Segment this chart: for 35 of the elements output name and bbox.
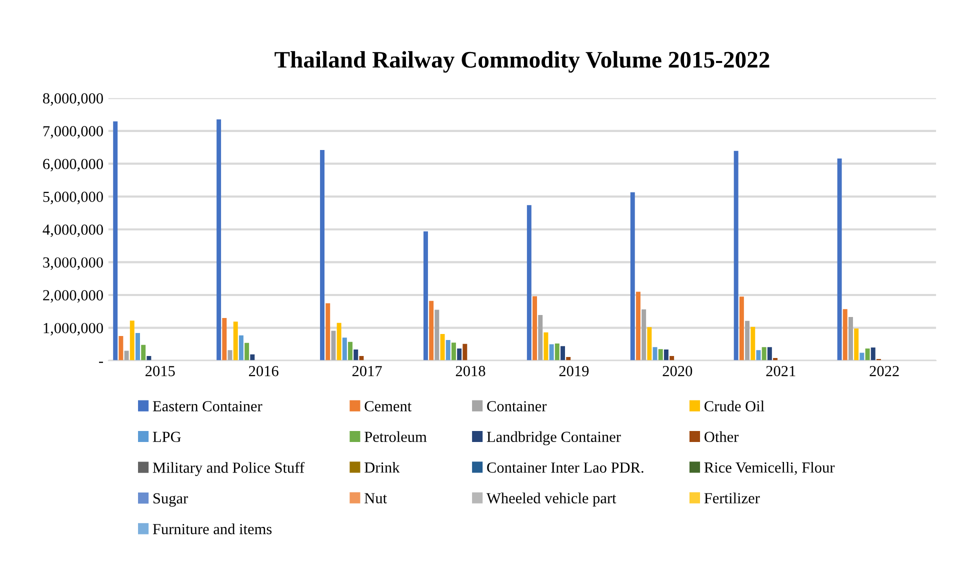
x-tick-label: 2022 [870,366,899,376]
legend-label: Rice Vemicelli, Flour [704,462,835,475]
legend-label: Furniture and items [152,524,272,534]
legend-label: LPG [152,432,181,442]
x-tick-label: 2017 [352,366,382,376]
y-tick-label: 5,000,000 [43,192,103,204]
x-tick-label: 2015 [146,366,175,376]
x-tick-label: 2021 [766,366,796,376]
y-tick-label: 4,000,000 [42,224,103,238]
y-tick-label: 1,000,000 [44,322,103,336]
chart-title: Thailand Railway Commodity Volume 2015-2022 [274,51,770,73]
x-tick-label: 2018 [456,366,486,376]
y-tick-label: 2,000,000 [43,290,103,303]
legend-label: Eastern Container [152,401,262,412]
legend-label: Petroleum [364,431,427,442]
legend-label: Sugar [153,493,188,507]
legend-label: Cement [364,401,412,412]
legend-label: Wheeled vehicle part [486,492,616,507]
legend-label: Crude Oil [704,400,764,412]
legend-label: Container Inter Lao PDR. [487,462,644,473]
y-tick-label: 3,000,000 [43,257,103,270]
y-tick-label: - [99,362,104,363]
x-tick-label: 2016 [248,366,278,376]
legend-label: Container [487,401,547,412]
legend-label: Fertilizer [704,492,760,504]
x-tick-label: 2019 [559,366,589,376]
y-tick-label: 6,000,000 [43,158,103,172]
y-tick-label: 7,000,000 [43,126,103,139]
legend-label: Nut [364,493,387,504]
legend-label: Landbridge Container [486,431,621,446]
legend-label: Military and Police Stuff [152,462,305,476]
legend-label: Drink [364,462,400,473]
legend-label: Other [704,431,739,442]
x-tick-label: 2020 [662,366,692,376]
y-tick-label: 8,000,000 [43,93,103,106]
